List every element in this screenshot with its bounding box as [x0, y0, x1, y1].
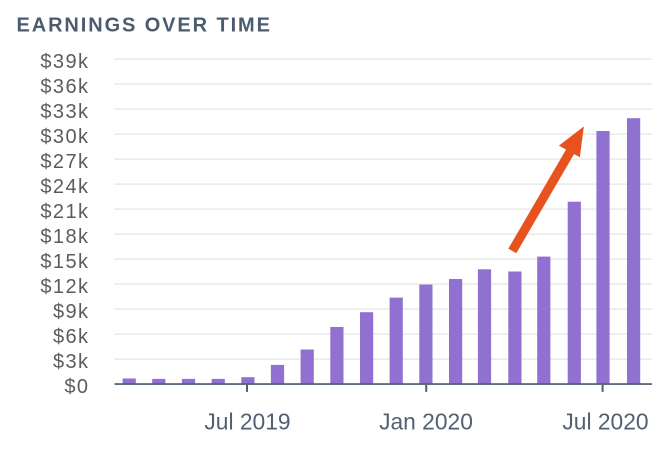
svg-text:Jul 2019: Jul 2019	[204, 409, 290, 435]
svg-text:$0: $0	[64, 376, 89, 398]
svg-text:$36k: $36k	[40, 76, 89, 98]
svg-text:$21k: $21k	[40, 201, 89, 223]
svg-text:$12k: $12k	[40, 276, 89, 298]
svg-text:$24k: $24k	[40, 176, 89, 198]
svg-text:$18k: $18k	[40, 226, 89, 248]
svg-text:$6k: $6k	[53, 326, 89, 348]
svg-text:$30k: $30k	[40, 126, 89, 148]
svg-text:$27k: $27k	[40, 151, 89, 173]
svg-text:$33k: $33k	[40, 101, 89, 123]
svg-text:Jul 2020: Jul 2020	[562, 409, 648, 435]
svg-text:Jan 2020: Jan 2020	[379, 409, 473, 435]
svg-text:$15k: $15k	[40, 251, 89, 273]
svg-text:$39k: $39k	[40, 51, 89, 73]
svg-text:EARNINGS OVER TIME: EARNINGS OVER TIME	[17, 14, 272, 36]
svg-text:$3k: $3k	[53, 351, 89, 373]
svg-text:$9k: $9k	[53, 301, 89, 323]
